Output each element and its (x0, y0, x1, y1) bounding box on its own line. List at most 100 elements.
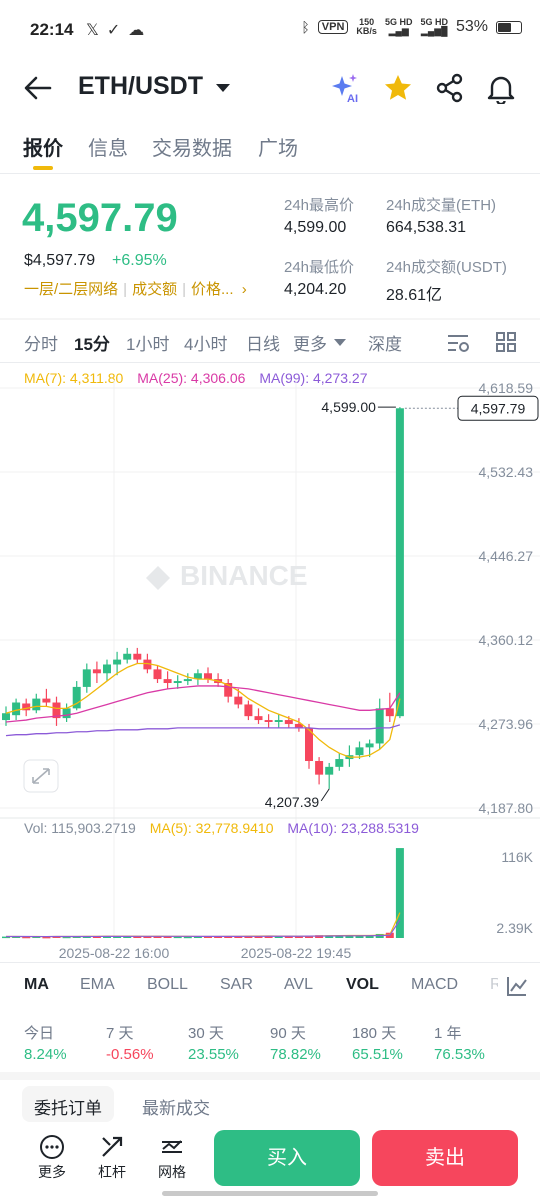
volume-bar (355, 935, 364, 938)
interval-15m[interactable]: 15分 (74, 335, 110, 354)
candle-body (52, 702, 61, 719)
candle-body (113, 659, 122, 665)
candle-body (193, 673, 202, 680)
ma-lines (5, 662, 401, 758)
volume-tick-label: 116K (501, 849, 533, 865)
price-chart[interactable]: BINANCE 4,618.59 4,532.43 4,446.27 4,360.12… (0, 380, 540, 960)
battery-icon (496, 20, 522, 34)
indicator-macd[interactable]: MACD (411, 976, 459, 993)
vol-eth-value: 664,538.31 (386, 219, 467, 236)
header: ETH/USDT AI (0, 62, 540, 114)
candle-body (143, 659, 152, 670)
net-speed: 150 KB/s (356, 17, 377, 36)
tag-l1l2[interactable]: 一层/二层网络 (24, 281, 119, 298)
candle-body (32, 698, 41, 711)
divider (0, 1072, 540, 1080)
indicator-settings-icon[interactable] (505, 974, 529, 998)
indicator-ema[interactable]: EMA (80, 976, 115, 993)
tab-latest-trades[interactable]: 最新成交 (142, 1099, 210, 1118)
performance-value: -0.56% (106, 1046, 154, 1063)
candle-body (224, 683, 233, 697)
pair-title[interactable]: ETH/USDT (78, 72, 203, 100)
candle-body (103, 664, 111, 674)
interval-4h[interactable]: 4小时 (184, 335, 228, 354)
candle-body (335, 759, 344, 767)
tab-underline (33, 166, 53, 170)
bluetooth-icon: ᛒ (301, 19, 310, 35)
min-marker-line (320, 788, 330, 802)
tab-square[interactable]: 广场 (258, 138, 298, 160)
tab-trading-data[interactable]: 交易数据 (152, 138, 232, 160)
chevron-right-icon[interactable]: › (241, 281, 247, 298)
volume-bar (113, 936, 122, 938)
candle-body (123, 653, 132, 660)
indicator-avl[interactable]: AVL (284, 976, 314, 993)
indicator-sar[interactable]: SAR (220, 976, 253, 993)
buy-button[interactable]: 买入 (214, 1130, 360, 1186)
vol-ma5-value: MA(5): 32,778.9410 (149, 820, 274, 836)
vol-ma5-line (6, 912, 401, 938)
volume-bar (52, 936, 61, 938)
sell-button[interactable]: 卖出 (372, 1130, 518, 1186)
volume-bar (92, 936, 101, 938)
candle-body (274, 720, 283, 723)
back-arrow-icon[interactable] (22, 74, 54, 102)
ai-sparkle-icon[interactable]: AI (330, 72, 362, 104)
volume-bar (204, 936, 212, 938)
leverage-button[interactable]: 杠杆 (88, 1134, 136, 1182)
vpn-icon: VPN (317, 20, 349, 34)
volume-bar (254, 936, 263, 938)
interval-more[interactable]: 更多 (293, 335, 327, 354)
interval-1d[interactable]: 日线 (246, 335, 280, 354)
candle-body (305, 727, 313, 762)
volume-bar (153, 936, 162, 938)
more-caret-icon[interactable] (334, 339, 346, 346)
indicator-ma[interactable]: MA (24, 976, 49, 993)
candle-body (365, 743, 374, 748)
expand-icon[interactable] (23, 759, 59, 793)
chevron-down-icon[interactable] (216, 84, 230, 92)
candle-body (42, 698, 51, 703)
y-tick-label: 4,532.43 (479, 464, 534, 480)
ma25-line (5, 685, 401, 723)
volume-bar (62, 936, 71, 939)
y-tick-label: 4,273.96 (479, 716, 534, 732)
tab-quote[interactable]: 报价 (23, 138, 63, 160)
interval-depth[interactable]: 深度 (368, 335, 402, 354)
volume-bar (264, 936, 273, 938)
min-price-label: 4,207.39 (265, 794, 320, 810)
grid-button[interactable]: 网格 (148, 1134, 196, 1182)
layout-grid-icon[interactable] (495, 331, 517, 353)
price-markers: 4,599.00 4,207.39 4,597.79 (265, 395, 539, 810)
tab-open-orders[interactable]: 委托订单 (22, 1086, 114, 1122)
more-dots-icon (40, 1135, 64, 1159)
home-indicator (162, 1191, 378, 1196)
ma25-value: MA(25): 4,306.06 (137, 370, 246, 386)
category-tags[interactable]: 一层/二层网络 | 成交额 | 价格... › (24, 281, 247, 298)
low-label: 24h最低价 (284, 259, 355, 276)
bell-icon[interactable] (485, 72, 517, 104)
candle-body (72, 686, 81, 709)
star-icon[interactable] (382, 72, 414, 104)
bottom-action-bar: 更多 杠杆 网格 买入 卖出 (0, 1126, 540, 1200)
candles (2, 407, 404, 789)
volume-bar (42, 936, 51, 939)
indicator-vol[interactable]: VOL (346, 976, 379, 993)
volume-bar (345, 935, 354, 938)
tab-info[interactable]: 信息 (88, 138, 128, 160)
candle-body (385, 708, 394, 717)
tag-turnover[interactable]: 成交额 (132, 281, 178, 298)
divider (0, 318, 540, 320)
interval-1h[interactable]: 1小时 (126, 335, 170, 354)
volume-bar (193, 936, 202, 939)
interval-time[interactable]: 分时 (24, 335, 58, 354)
chart-settings-icon[interactable] (446, 332, 470, 354)
indicator-boll[interactable]: BOLL (147, 976, 188, 993)
more-button[interactable]: 更多 (28, 1134, 76, 1182)
share-icon[interactable] (434, 72, 466, 104)
indicator-r[interactable]: R (490, 976, 502, 993)
volume-value: Vol: 115,903.2719 (24, 820, 136, 836)
tag-price[interactable]: 价格... (191, 281, 234, 298)
performance-period: 30 天 (188, 1025, 224, 1042)
candle-body (315, 761, 324, 775)
